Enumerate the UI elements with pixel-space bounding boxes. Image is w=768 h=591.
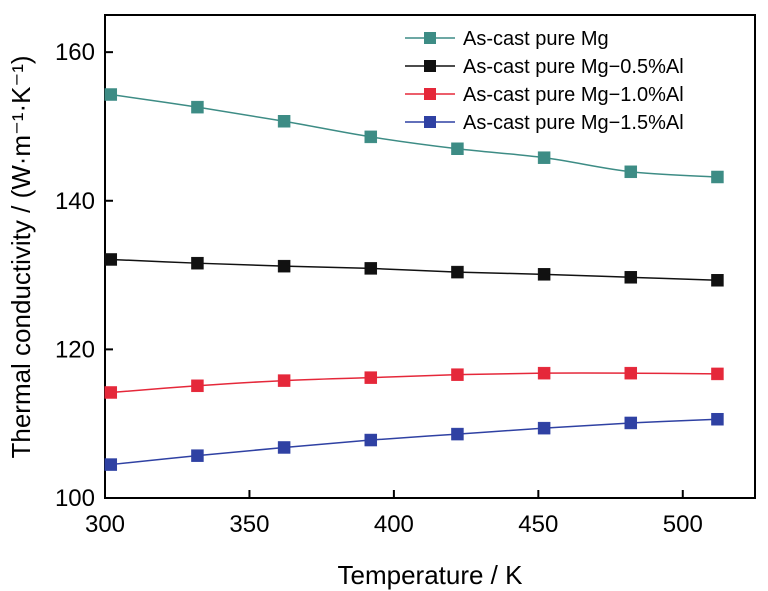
series-1: [104, 88, 724, 184]
y-axis-title: Thermal conductivity / (W·m⁻¹·K⁻¹): [6, 55, 36, 458]
data-point: [537, 421, 551, 435]
y-tick-label: 140: [55, 188, 95, 215]
series-2: [104, 253, 724, 287]
data-point: [537, 366, 551, 380]
data-point: [711, 170, 724, 184]
series-line: [110, 258, 718, 282]
data-point: [451, 142, 464, 156]
data-point: [191, 256, 204, 270]
data-point: [537, 268, 551, 281]
data-point: [451, 368, 464, 381]
data-point: [364, 433, 378, 447]
legend-item: As-cast pure Mg−1.0%Al: [405, 84, 684, 106]
data-point: [711, 367, 724, 381]
data-point: [624, 271, 638, 284]
legend-label: As-cast pure Mg: [463, 28, 609, 50]
data-point: [364, 262, 378, 275]
x-tick-label: 400: [374, 511, 414, 538]
data-point: [104, 458, 118, 471]
data-point: [451, 265, 464, 279]
legend-marker: [424, 88, 436, 100]
legend-label: As-cast pure Mg−0.5%Al: [463, 56, 684, 78]
data-point: [191, 100, 204, 114]
data-point: [277, 441, 291, 454]
data-point: [711, 412, 724, 426]
axes: 300 350 400 450 500 100 120 140 160: [55, 39, 703, 538]
data-point: [104, 253, 118, 266]
x-tick-label: 300: [85, 511, 125, 538]
series-3: [104, 366, 724, 399]
data-point: [537, 151, 551, 164]
y-tick-label: 100: [55, 485, 95, 512]
x-tick-label: 350: [229, 511, 269, 538]
series-line: [110, 372, 718, 394]
data-point: [104, 386, 118, 399]
legend-marker: [424, 32, 436, 44]
data-point: [191, 379, 204, 393]
series-4: [104, 412, 724, 471]
legend-label: As-cast pure Mg−1.0%Al: [463, 84, 684, 106]
data-point: [624, 366, 638, 380]
data-point: [277, 374, 291, 387]
legend: As-cast pure Mg As-cast pure Mg−0.5%Al As-…: [405, 28, 684, 134]
data-point: [191, 449, 204, 462]
y-tick-label: 120: [55, 336, 95, 363]
x-axis-title: Temperature / K: [338, 560, 524, 590]
series-line: [110, 93, 718, 178]
data-point: [277, 115, 291, 128]
legend-item: As-cast pure Mg: [405, 28, 609, 50]
x-tick-label: 450: [518, 511, 558, 538]
legend-item: As-cast pure Mg−1.5%Al: [405, 112, 684, 134]
y-tick-label: 160: [55, 39, 95, 66]
data-point: [624, 416, 638, 430]
data-point: [277, 259, 291, 273]
x-tick-label: 500: [663, 511, 703, 538]
legend-label: As-cast pure Mg−1.5%Al: [463, 112, 684, 134]
series-layer: [104, 88, 724, 471]
legend-marker: [424, 60, 436, 72]
data-point: [364, 130, 378, 144]
series-line: [110, 418, 718, 466]
data-point: [624, 165, 638, 179]
data-point: [451, 427, 464, 441]
data-point: [364, 371, 378, 384]
legend-marker: [424, 116, 436, 128]
data-point: [711, 274, 724, 287]
legend-item: As-cast pure Mg−0.5%Al: [405, 56, 684, 78]
data-point: [104, 88, 118, 101]
